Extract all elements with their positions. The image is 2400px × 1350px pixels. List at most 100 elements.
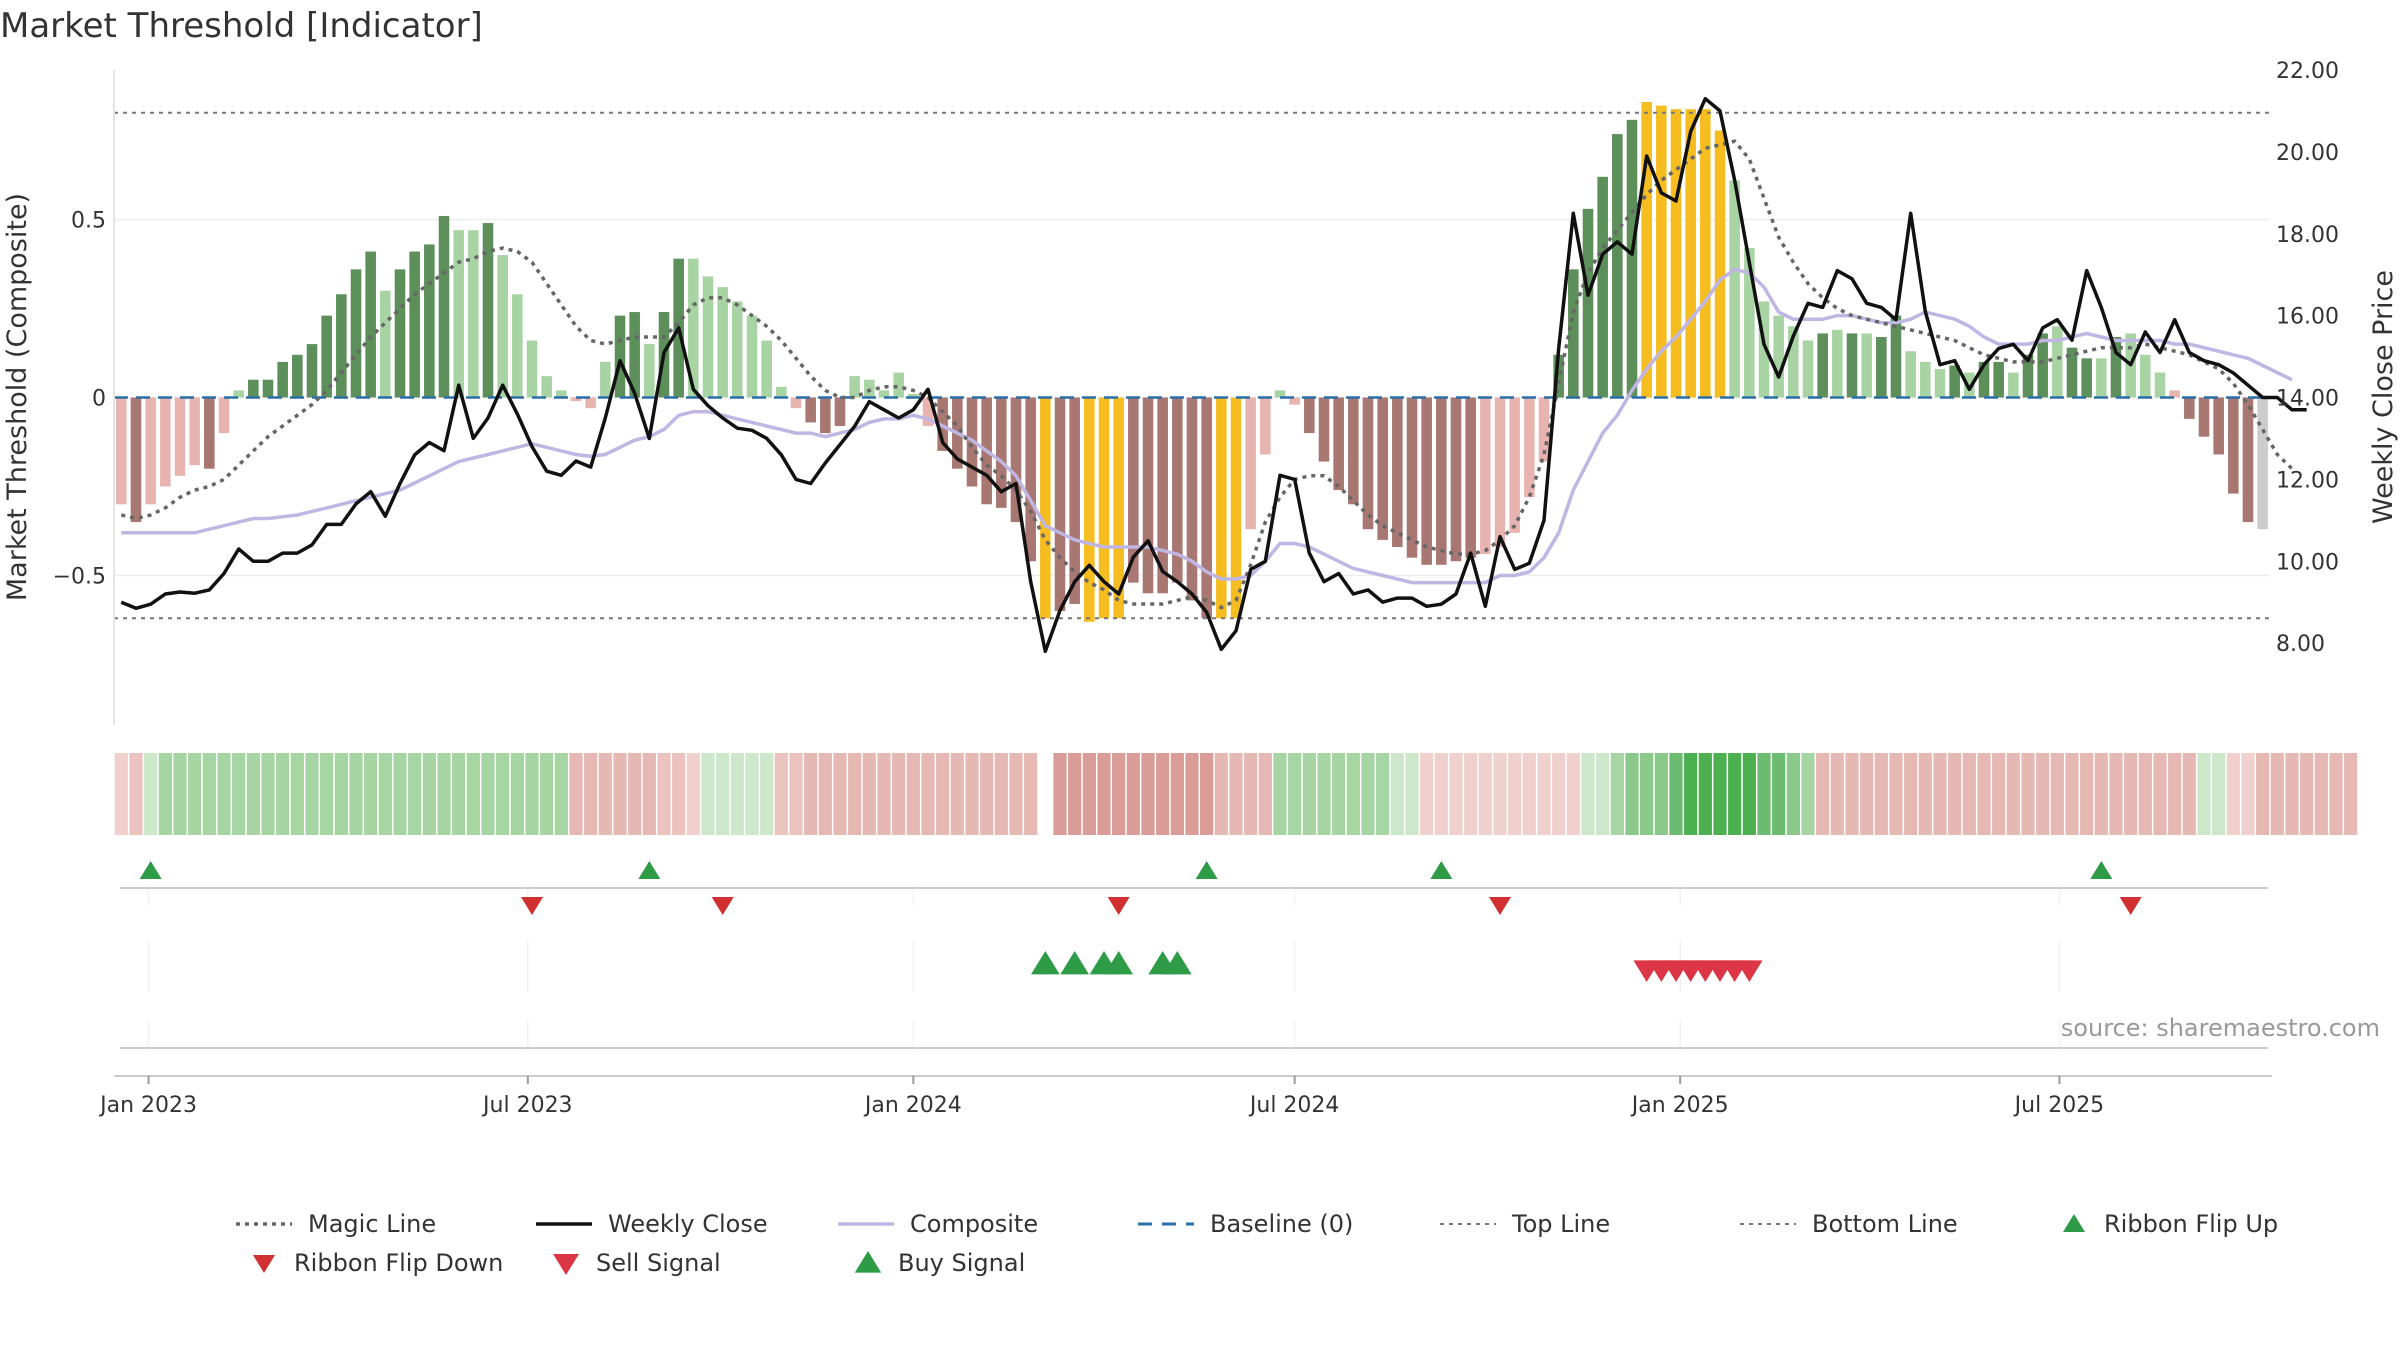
ribbon-cell [2006,753,2020,835]
ribbon-cell [1904,753,1918,835]
histogram-bar [1025,397,1036,562]
legend-item: Bottom Line [1740,1210,1958,1238]
histogram-bar [1084,397,1095,622]
ribbon-cell [1772,753,1786,835]
histogram-bar [2257,397,2268,530]
histogram-bar [1494,397,1506,548]
ribbon-cell [1478,753,1492,835]
x-tick-label: Jan 2024 [863,1093,962,1118]
ribbon-cell [217,753,231,835]
ribbon-cell [1493,753,1507,835]
ribbon-cell [804,753,818,835]
ribbon-cell [2197,753,2211,835]
legend-swatch [2063,1214,2085,1232]
ribbon-cell [1992,753,2006,835]
histogram-bar [160,397,171,487]
histogram-bar [761,340,772,398]
ribbon-cell [2300,753,2314,835]
histogram-bar [365,251,376,398]
histogram-bar [2052,326,2063,398]
ribbon-cell [672,753,686,835]
ribbon-cell [730,753,744,835]
histogram-bar [1230,397,1242,619]
ribbon-cell [290,753,304,835]
ribbon-cell [466,753,480,835]
ribbon-cell [1258,753,1272,835]
histogram-bar [1480,397,1491,555]
histogram-bar [1773,315,1784,398]
histogram-bar [1817,333,1828,398]
x-tick-label: Jan 2025 [1630,1093,1729,1118]
sell-signal-marker [1736,960,1763,982]
ribbon-cell [657,753,671,835]
histogram-bar [2184,397,2195,419]
histogram-bar [116,397,127,505]
ribbon-cell [1376,753,1390,835]
histogram-bar [820,397,831,434]
histogram-bar [1406,397,1418,558]
histogram-bar [585,397,596,409]
ribbon-cell [1596,753,1610,835]
histogram-bar [2037,333,2048,398]
histogram-bar [878,390,890,398]
histogram-bar [2008,372,2019,398]
buy-signal-marker [1104,951,1133,975]
histogram-bar [1304,397,1315,434]
ribbon-cell [1361,753,1375,835]
legend-label: Magic Line [308,1210,436,1238]
ribbon-cell [554,753,568,835]
ribbon-cell [1097,753,1111,835]
ribbon-cell [950,753,964,835]
ribbon-cell [2285,753,2299,835]
axes: −0.5 0 0.5 8.00 10.00 12.00 14.00 16.00 18.00 20.… [2,59,2399,725]
ribbon-cell [760,753,774,835]
histogram-bar [1362,397,1374,530]
y2-tick-label: 10.00 [2276,550,2339,575]
ribbon-cell [1742,753,1756,835]
ribbon-cell [1068,753,1082,835]
legend-item: Ribbon Flip Down [253,1249,503,1277]
ribbon-cell [642,753,656,835]
ribbon-cell [2168,753,2182,835]
histogram-bar [1758,301,1770,398]
histogram-bar [1010,397,1022,523]
composite-line [121,267,2293,585]
histogram-bar [1861,333,1872,398]
ribbon-cell [1244,753,1258,835]
y-axis-label: Market Threshold (Composite) [2,193,33,601]
ribbon-cell [2226,753,2240,835]
y2-tick-label: 22.00 [2276,59,2339,84]
ribbon-cell [320,753,334,835]
ribbon-flip-down-marker [1489,897,1511,915]
histogram-bar [746,315,758,398]
ribbon-cell [364,753,378,835]
histogram-bar [380,290,391,398]
histogram-bar [644,344,655,398]
ribbon-cell [1214,753,1228,835]
ribbon-cell [628,753,642,835]
histogram-bar [1905,351,1916,398]
ribbon-flip-down-marker [1107,897,1130,915]
ribbon-cell [877,753,891,835]
ribbon-cell [745,753,759,835]
ribbon-cell [540,753,554,835]
histogram-bar [1538,397,1550,462]
histogram-bar [248,379,259,398]
histogram-bar [292,354,303,398]
histogram-bar [145,397,156,505]
ribbon-cell [1860,753,1874,835]
ribbon-cell [1552,753,1566,835]
histogram-bar [702,276,714,398]
ribbon-cell [569,753,583,835]
ribbon-cell [1390,753,1404,835]
histogram-bar [2154,372,2166,398]
legend-swatch [553,1254,579,1275]
histogram-bar [468,230,479,398]
ribbon-cell [1317,753,1331,835]
ribbon-cell [2124,753,2138,835]
histogram-bar [570,397,582,402]
legend-swatch [854,1251,882,1273]
ribbon-cell [2241,753,2255,835]
histogram-bar [1890,315,1902,398]
ribbon-cell [393,753,407,835]
